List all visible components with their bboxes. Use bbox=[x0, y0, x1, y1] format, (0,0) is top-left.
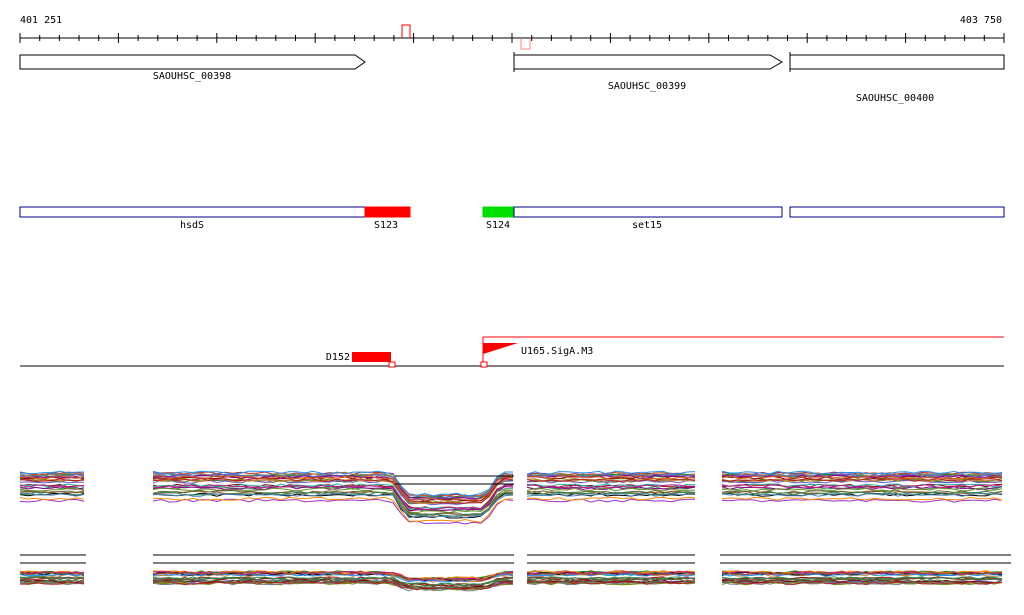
feature-u165-flag[interactable] bbox=[483, 343, 518, 354]
annotation-label-s123: S123 bbox=[374, 220, 398, 231]
gene-box-saouhsc-00400[interactable] bbox=[790, 55, 1004, 69]
gene-arrow-saouhsc-00398[interactable] bbox=[20, 55, 365, 69]
gene-arrow-saouhsc-00399[interactable] bbox=[514, 55, 782, 69]
expression-trace bbox=[722, 497, 1002, 500]
gene-label-saouhsc-00400: SAOUHSC_00400 bbox=[856, 93, 934, 104]
feature-label-u165: U165.SigA.M3 bbox=[521, 346, 593, 357]
ruler-start-label: 401 251 bbox=[20, 15, 62, 26]
gene-label-saouhsc-00398: SAOUHSC_00398 bbox=[153, 71, 231, 82]
expression-plot-upper bbox=[20, 471, 1002, 524]
feature-label-d152: D152 bbox=[326, 352, 350, 363]
feature-u165-marker bbox=[481, 362, 487, 367]
gene-label-saouhsc-00399: SAOUHSC_00399 bbox=[608, 81, 686, 92]
annotation-label-hsds: hsdS bbox=[180, 220, 204, 231]
feature-d152-marker bbox=[389, 362, 395, 367]
feature-track: D152 U165.SigA.M3 bbox=[20, 337, 1004, 367]
expression-trace bbox=[527, 497, 695, 500]
ruler-end-label: 403 750 bbox=[960, 15, 1002, 26]
annotation-track: hsdS S123 S124 set15 bbox=[20, 207, 1004, 231]
annotation-s123[interactable] bbox=[365, 207, 410, 217]
ruler-marker-top bbox=[402, 25, 410, 38]
annotation-set15[interactable] bbox=[514, 207, 782, 217]
annotation-saouhsc-00400[interactable] bbox=[790, 207, 1004, 217]
annotation-label-set15: set15 bbox=[632, 220, 662, 231]
ruler-marker-bottom bbox=[521, 38, 530, 49]
annotation-label-s124: S124 bbox=[486, 220, 510, 231]
annotation-s124[interactable] bbox=[483, 207, 514, 217]
feature-d152-block[interactable] bbox=[352, 352, 391, 362]
annotation-hsds[interactable] bbox=[20, 207, 365, 217]
gene-track: SAOUHSC_00398 SAOUHSC_00399 SAOUHSC_0040… bbox=[20, 52, 1004, 104]
